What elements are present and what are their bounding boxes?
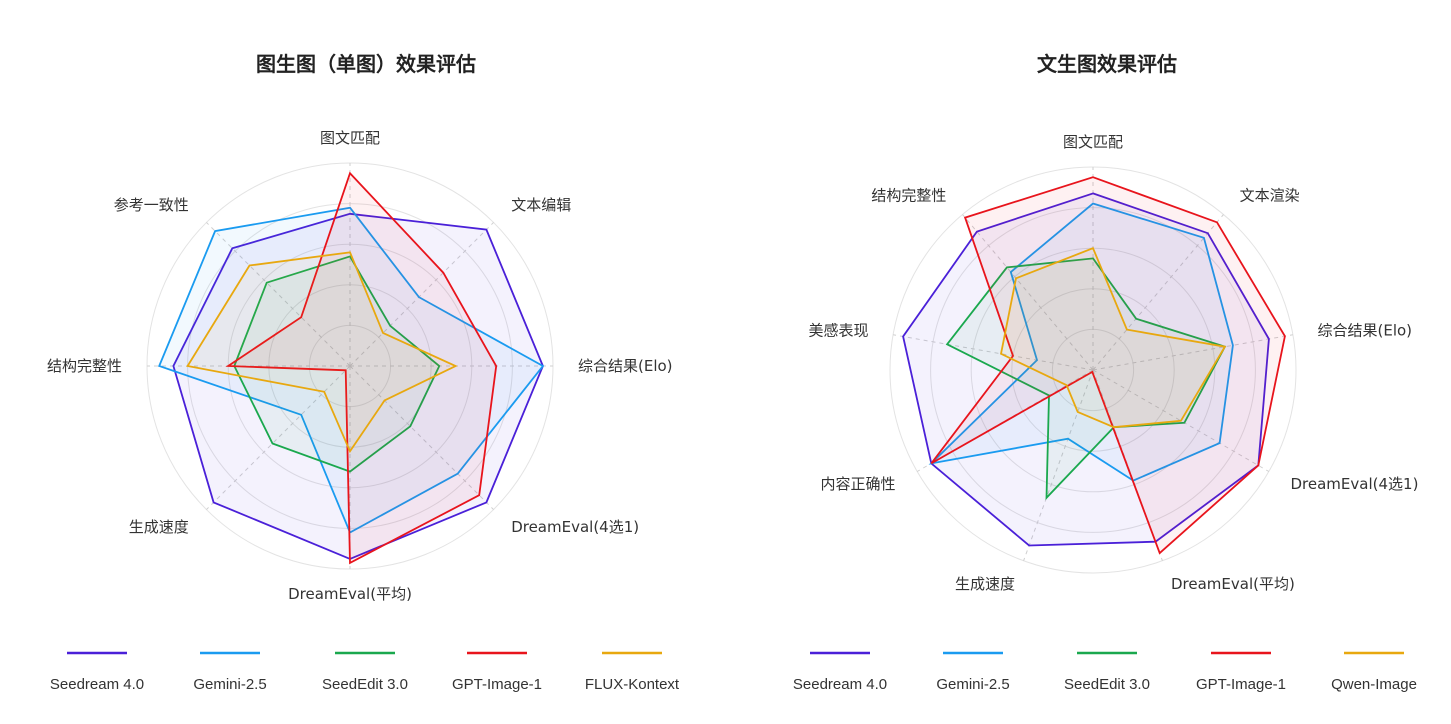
legend-label: Gemini-2.5 <box>936 676 1009 693</box>
legend: Seedream 4.0 Gemini-2.5 SeedEdit 3.0 GPT-Im… <box>50 651 680 693</box>
series-qwen-image <box>999 247 1227 429</box>
legend-item[interactable]: Seedream 4.0 <box>793 651 887 693</box>
axis-label: DreamEval(平均) <box>1171 575 1295 593</box>
axis-label: 综合结果(Elo) <box>1318 321 1413 339</box>
legend-item[interactable]: Qwen-Image <box>1331 651 1417 693</box>
legend-label: GPT-Image-1 <box>1196 676 1286 693</box>
legend-item[interactable]: Seedream 4.0 <box>50 651 144 693</box>
legend-label: Gemini-2.5 <box>193 676 266 693</box>
legend-label: FLUX-Kontext <box>585 676 680 693</box>
legend-item[interactable]: SeedEdit 3.0 <box>1064 651 1150 693</box>
series-flux-kontext <box>186 251 458 454</box>
axis-label: DreamEval(平均) <box>288 585 412 603</box>
legend-item[interactable]: FLUX-Kontext <box>585 651 680 693</box>
axis-label: DreamEval(4选1) <box>1291 475 1419 493</box>
axis-spoke <box>1023 369 1094 561</box>
chart-title: 文生图效果评估 <box>1037 52 1177 76</box>
axis-label: 图文匹配 <box>1063 133 1123 151</box>
axis-label: 文本渲染 <box>1240 186 1300 204</box>
axis-label: 综合结果(Elo) <box>578 357 673 375</box>
chart-title: 图生图（单图）效果评估 <box>256 52 476 76</box>
legend-item[interactable]: Gemini-2.5 <box>193 651 267 693</box>
axis-label: 图文匹配 <box>320 129 380 147</box>
axis-spoke <box>1092 214 1224 371</box>
legend-label: Seedream 4.0 <box>50 676 144 693</box>
series-seedream-4-0 <box>902 192 1270 547</box>
axis-spoke <box>1092 369 1270 472</box>
legend-item[interactable]: GPT-Image-1 <box>452 651 542 693</box>
legend-item[interactable]: SeedEdit 3.0 <box>322 651 408 693</box>
legend-label: Seedream 4.0 <box>793 676 887 693</box>
axis-label: 文本编辑 <box>511 196 571 214</box>
legend-label: SeedEdit 3.0 <box>1064 676 1150 693</box>
axis-label: 参考一致性 <box>114 196 189 214</box>
axis-spoke <box>349 365 494 510</box>
series-seededit-3-0 <box>945 257 1227 501</box>
axis-spoke <box>1092 334 1294 371</box>
legend-item[interactable]: GPT-Image-1 <box>1196 651 1286 693</box>
legend-label: SeedEdit 3.0 <box>322 676 408 693</box>
axis-label: 结构完整性 <box>47 357 122 375</box>
series-gpt-image-1 <box>930 176 1286 555</box>
axis-label: DreamEval(4选1) <box>511 518 639 536</box>
legend-label: GPT-Image-1 <box>452 676 542 693</box>
legend-label: Qwen-Image <box>1331 676 1417 693</box>
axis-label: 内容正确性 <box>820 475 895 493</box>
axis-spoke <box>962 214 1094 371</box>
series-gpt-image-1 <box>225 171 498 565</box>
axis-label: 生成速度 <box>955 575 1015 593</box>
axis-label: 美感表现 <box>808 321 868 339</box>
axis-spoke <box>892 334 1094 371</box>
axis-spoke <box>349 222 494 367</box>
axis-label: 生成速度 <box>129 518 189 536</box>
legend: Seedream 4.0 Gemini-2.5 SeedEdit 3.0 GPT-Im… <box>793 651 1417 693</box>
axis-label: 结构完整性 <box>871 186 946 204</box>
legend-item[interactable]: Gemini-2.5 <box>936 651 1010 693</box>
series-gemini-2-5 <box>928 202 1234 482</box>
axis-spoke <box>206 365 351 510</box>
axis-spoke <box>206 222 351 367</box>
series-seededit-3-0 <box>233 255 441 473</box>
